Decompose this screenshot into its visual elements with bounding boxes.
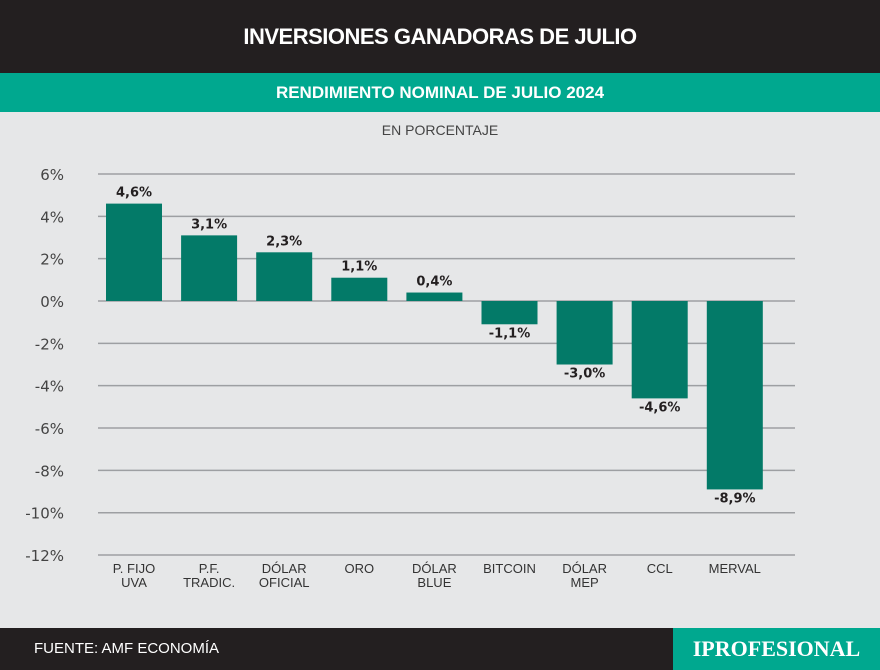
data-label: 1,1% [341,260,377,275]
data-label: -3,0% [564,367,605,382]
category-label: BLUE [417,575,451,590]
y-unit-label: EN PORCENTAJE [381,122,499,138]
bar [481,301,538,325]
y-tick-label: 0% [40,293,64,311]
data-label: -1,1% [489,326,530,341]
y-tick-label: 6% [40,166,64,184]
category-label: BITCOIN [483,561,536,576]
category-label: CCL [647,561,673,576]
bar [106,203,162,301]
category-label: UVA [121,575,147,590]
category-label: P. FIJO [113,561,155,576]
y-tick-label: -4% [35,378,64,396]
data-label: -8,9% [714,491,755,506]
y-tick-label: -6% [35,420,64,438]
logo-text: IPROFESIONAL [692,636,861,661]
iprofesional-logo: IPROFESIONAL [673,628,880,670]
category-label: DÓLAR [562,561,607,576]
bar [706,301,763,490]
category-label: P.F. [199,561,220,576]
bar [181,235,238,301]
y-tick-label: -8% [35,462,64,480]
data-label: -4,6% [639,400,680,415]
data-label: 2,3% [266,234,302,249]
y-tick-label: 2% [40,251,64,269]
bar [331,277,388,301]
y-tick-label: -12% [25,547,64,565]
category-label: TRADIC. [183,575,235,590]
bar [256,252,313,301]
category-label: MERVAL [709,561,761,576]
category-label: ORO [344,561,374,576]
data-label: 4,6% [116,186,152,201]
category-label: OFICIAL [259,575,310,590]
category-label: DÓLAR [412,561,457,576]
bar [556,301,613,365]
data-label: 3,1% [191,217,227,232]
data-label: 0,4% [416,275,452,290]
y-tick-label: -2% [35,335,64,353]
chart-subtitle: RENDIMIENTO NOMINAL DE JULIO 2024 [0,73,880,112]
source-text: FUENTE: AMF ECONOMÍA [34,640,220,657]
category-label: DÓLAR [262,561,307,576]
y-tick-label: -10% [25,505,64,523]
bar [631,301,688,399]
bar [406,292,463,301]
y-tick-label: 4% [40,208,64,226]
category-label: MEP [571,575,599,590]
chart-title: INVERSIONES GANADORAS DE JULIO [0,0,880,73]
